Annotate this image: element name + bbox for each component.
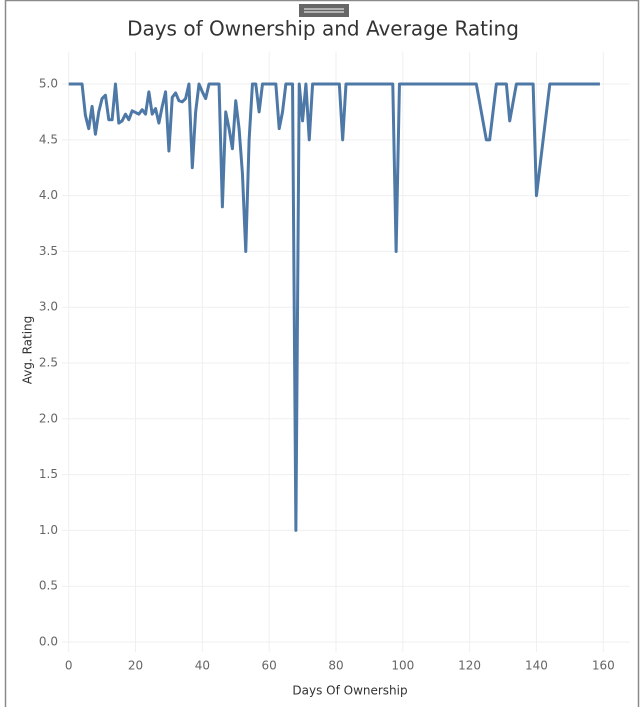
y-tick-label: 2.5	[39, 356, 58, 370]
x-tick-label: 0	[65, 659, 73, 673]
x-axis-title: Days Of Ownership	[292, 684, 407, 698]
y-tick-label: 2.0	[39, 411, 58, 425]
x-tick-label: 160	[592, 659, 615, 673]
grid	[62, 51, 630, 652]
x-tick-label: 40	[195, 659, 210, 673]
frame	[4, 0, 640, 707]
y-tick-label: 5.0	[39, 77, 58, 91]
y-tick-label: 1.0	[39, 523, 58, 537]
y-tick-label: 0.0	[39, 635, 58, 649]
x-tick-label: 20	[128, 659, 143, 673]
y-tick-label: 0.5	[39, 579, 58, 593]
y-tick-label: 1.5	[39, 467, 58, 481]
x-tick-label: 60	[262, 659, 277, 673]
x-tick-label: 120	[458, 659, 481, 673]
y-tick-label: 4.0	[39, 188, 58, 202]
chart-title: Days of Ownership and Average Rating	[127, 17, 519, 41]
y-tick-label: 3.0	[39, 300, 58, 314]
x-tick-label: 80	[328, 659, 343, 673]
plot	[68, 82, 600, 532]
x-tick-label: 100	[391, 659, 414, 673]
y-tick-label: 4.5	[39, 132, 58, 146]
drag-handle[interactable]	[299, 4, 349, 17]
data-line	[68, 82, 600, 532]
y-tick-label: 3.5	[39, 244, 58, 258]
y-axis-title: Avg. Rating	[21, 316, 35, 385]
x-tick-label: 140	[525, 659, 548, 673]
